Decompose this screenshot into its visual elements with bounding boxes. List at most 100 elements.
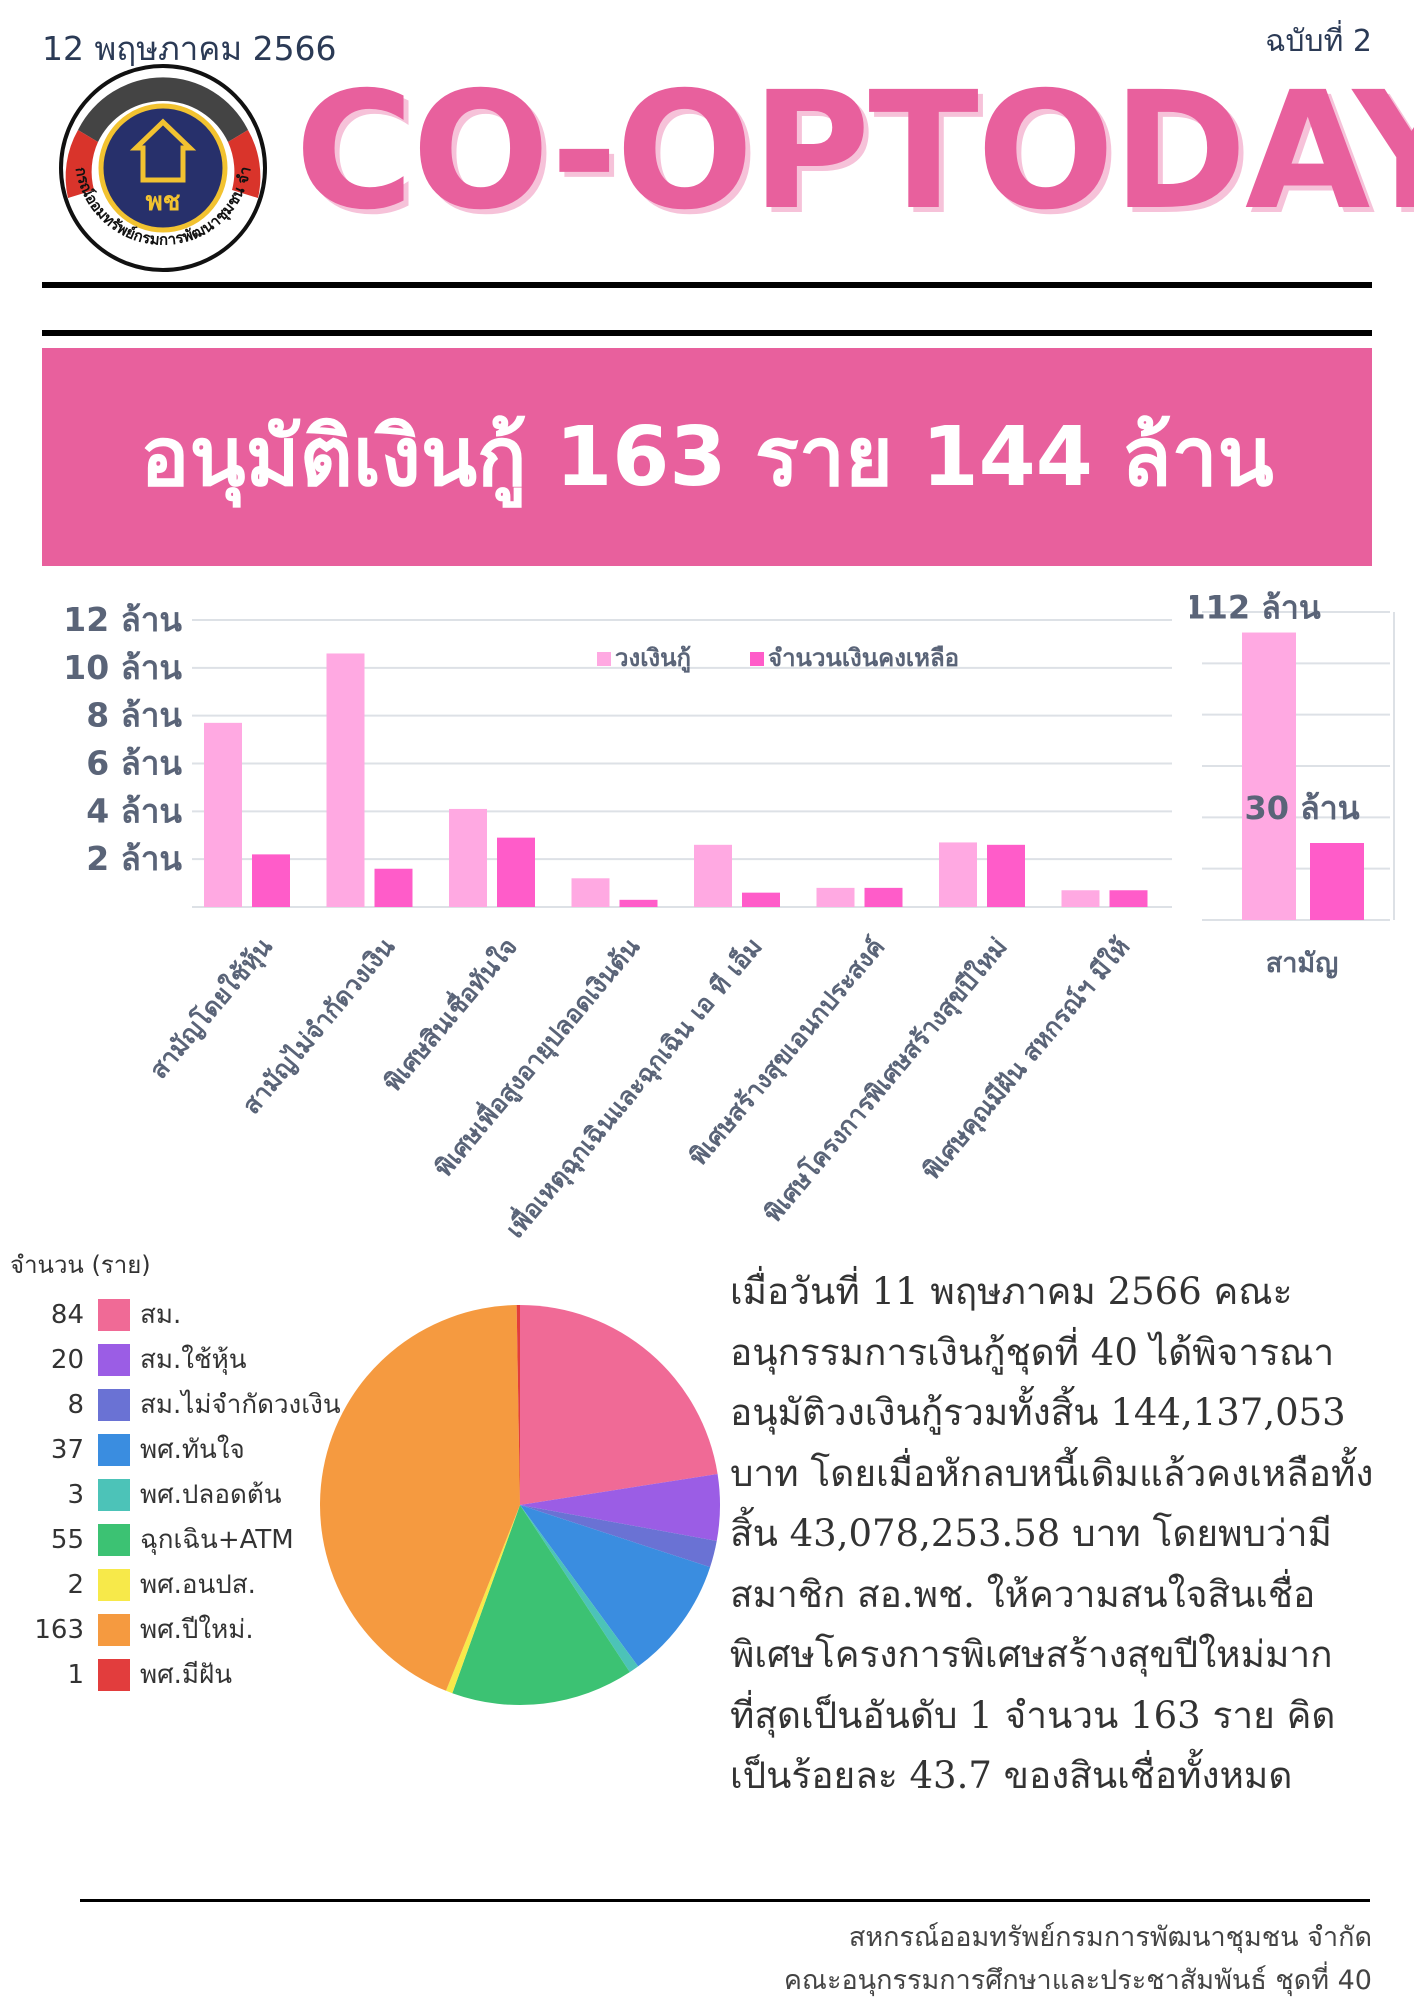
bar-remaining-amount xyxy=(1109,890,1148,907)
pie-legend-row: 3 พศ.ปลอดต้น xyxy=(10,1472,350,1517)
logo-mark-text: พช xyxy=(146,187,181,217)
pie-legend-row: 55 ฉุกเฉิน+ATM xyxy=(10,1517,350,1562)
x-category-label: พิเศษโครงการพิเศษสร้างสุขปีใหม่ xyxy=(758,932,1015,1229)
pie-legend-swatch xyxy=(98,1568,130,1601)
bar-remaining-amount xyxy=(252,854,290,907)
bar-loan-amount xyxy=(449,808,487,907)
pie-slice xyxy=(520,1505,711,1667)
pie-legend-count: 84 xyxy=(50,1299,84,1330)
bar-loan-amount xyxy=(939,842,977,907)
pie-legend-row: 1 พศ.มีฝัน xyxy=(10,1652,350,1697)
pie-legend-swatch xyxy=(98,1298,130,1331)
bar-remaining-amount xyxy=(1310,843,1364,920)
bar-loan-amount xyxy=(694,844,732,907)
pie-legend-swatch xyxy=(98,1613,130,1646)
issue-date: 12 พฤษภาคม 2566 xyxy=(42,29,337,68)
y-tick-label: 12 ล้าน xyxy=(63,600,182,639)
y-tick-label: 4 ล้าน xyxy=(86,791,182,830)
pie-legend-count: 37 xyxy=(50,1434,84,1465)
bar-loan-amount xyxy=(1061,890,1100,907)
bar-loan-amount xyxy=(1242,632,1296,920)
legend-swatch xyxy=(597,652,611,666)
bar-loan-amount xyxy=(816,887,855,907)
pie-slice xyxy=(320,1305,520,1691)
bar-remaining-amount xyxy=(987,844,1025,907)
pie-slice xyxy=(520,1305,718,1505)
bar-data-label: 30 ล้าน xyxy=(1244,789,1359,827)
header-rule-bottom xyxy=(42,330,1372,336)
bar-data-label: 112 ล้าน xyxy=(1190,589,1321,627)
y-tick-label: 10 ล้าน xyxy=(63,648,182,687)
pie-legend: จำนวน (ราย) 84 สม. 20 สม.ใช้หุ้น 8 สม.ไม่จำกั… xyxy=(10,1245,350,1697)
pie-slice xyxy=(520,1505,639,1673)
article-body: เมื่อวันที่ 11 พฤษภาคม 2566 คณะอนุกรรมกา… xyxy=(730,1270,1374,1797)
pie-legend-row: 20 สม.ใช้หุ้น xyxy=(10,1337,350,1382)
pie-legend-label: พศ.อนปส. xyxy=(140,1570,256,1600)
pie-legend-row: 2 พศ.อนปส. xyxy=(10,1562,350,1607)
pie-legend-row: 8 สม.ไม่จำกัดวงเงิน xyxy=(10,1382,350,1427)
pie-legend-row: 163 พศ.ปีใหม่. xyxy=(10,1607,350,1652)
pie-legend-title: จำนวน (ราย) xyxy=(10,1251,151,1279)
pie-legend-count: 2 xyxy=(67,1569,84,1600)
pie-legend-swatch xyxy=(98,1478,130,1511)
bar-loan-amount xyxy=(326,653,365,907)
pie-legend-label: พศ.ปลอดต้น xyxy=(140,1480,282,1510)
pie-legend-count: 3 xyxy=(67,1479,84,1510)
pie-slice xyxy=(516,1305,520,1505)
bar-remaining-amount xyxy=(374,868,413,907)
bar-remaining-amount xyxy=(742,892,780,907)
cooperative-logo: พช สหกรณ์ออมทรัพย์กรมการพัฒนาชุมชน จำกัด xyxy=(38,60,267,272)
pie-slice xyxy=(445,1505,520,1694)
legend-label: จำนวนเงินคงเหลือ xyxy=(768,644,959,672)
x-category-label: พิเศษคุณมีฝัน สหกรณ์ฯ มีให้ xyxy=(916,932,1137,1187)
pie-legend-swatch xyxy=(98,1433,130,1466)
pie-legend-label: สม.ใช้หุ้น xyxy=(140,1345,247,1375)
pie-legend-label: พศ.ทันใจ xyxy=(140,1435,245,1465)
pie-slice xyxy=(520,1505,717,1568)
x-category-label: พิเศษเพื่อสูงอายุปลอดเงินต้น xyxy=(427,930,647,1183)
pie-legend-label: พศ.ปีใหม่. xyxy=(140,1615,254,1645)
pie-legend-swatch xyxy=(98,1388,130,1421)
pie-slice xyxy=(520,1473,720,1542)
x-category-label: สามัญโดยใช้หุ้น xyxy=(143,932,279,1086)
pie-legend-count: 20 xyxy=(50,1344,84,1375)
pie-legend-count: 8 xyxy=(67,1389,84,1420)
bar-remaining-amount xyxy=(497,837,535,907)
y-tick-label: 6 ล้าน xyxy=(86,744,182,783)
headline-text: อนุมัติเงินกู้ 163 ราย 144 ล้าน xyxy=(140,410,1274,505)
bar-loan-amount xyxy=(204,722,242,907)
pie-legend-label: ฉุกเฉิน+ATM xyxy=(140,1525,294,1555)
bar-remaining-amount xyxy=(619,899,658,907)
legend-label: วงเงินกู้ xyxy=(615,644,691,673)
pie-legend-swatch xyxy=(98,1343,130,1376)
pie-legend-label: พศ.มีฝัน xyxy=(140,1660,233,1690)
pie-legend-row: 37 พศ.ทันใจ xyxy=(10,1427,350,1472)
bar-loan-amount xyxy=(571,878,610,907)
footer-organization: สหกรณ์ออมทรัพย์กรมการพัฒนาชุมชน จำกัด xyxy=(848,1922,1372,1953)
headline-banner: อนุมัติเงินกู้ 163 ราย 144 ล้าน xyxy=(42,348,1372,566)
pie-legend-swatch xyxy=(98,1523,130,1556)
x-category-label: เพื่อเหตุฉุกเฉินและฉุกเฉิน เอ ที เอ็ม xyxy=(498,930,770,1244)
pie-legend-count: 1 xyxy=(67,1659,84,1690)
loan-count-pie-chart xyxy=(320,1305,720,1705)
pie-legend-count: 55 xyxy=(50,1524,84,1555)
loan-bar-chart: 2 ล้าน 4 ล้าน 6 ล้าน 8 ล้าน 10 ล้าน 12 ล้านสา… xyxy=(63,600,1172,1245)
y-tick-label: 2 ล้าน xyxy=(86,839,182,878)
pie-legend-label: สม.ไม่จำกัดวงเงิน xyxy=(140,1390,341,1420)
pie-legend-row: 84 สม. xyxy=(10,1292,350,1337)
y-tick-label: 8 ล้าน xyxy=(86,696,182,735)
pie-legend-count: 163 xyxy=(34,1614,84,1645)
pie-legend-swatch xyxy=(98,1658,130,1691)
bar-remaining-amount xyxy=(864,887,903,907)
header-rule-top xyxy=(42,282,1372,288)
x-category-label: สามัญ xyxy=(1266,948,1338,979)
pie-legend-label: สม. xyxy=(140,1300,182,1330)
legend-swatch xyxy=(750,652,764,666)
pie-slice xyxy=(452,1505,630,1705)
brand-title: CO-OPTODAY xyxy=(295,58,1414,246)
issue-number: ฉบับที่ 2 xyxy=(1265,24,1372,59)
x-category-label: พิเศษสินเชื่อทันใจ xyxy=(376,930,523,1097)
footer-committee: คณะอนุกรรมการศึกษาและประชาสัมพันธ์ ชุดที… xyxy=(783,1965,1372,1996)
footer-rule xyxy=(80,1899,1370,1902)
